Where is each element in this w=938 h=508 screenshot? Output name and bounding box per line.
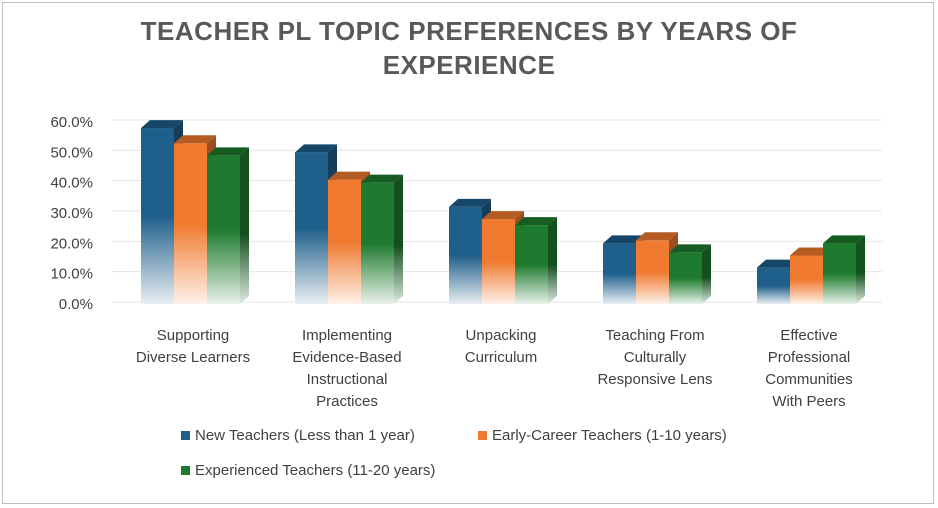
- bar-front: [207, 155, 240, 304]
- bar: [515, 217, 557, 304]
- bar-front: [757, 267, 790, 304]
- x-category-label: Teaching From Culturally Responsive Lens: [597, 327, 712, 388]
- x-category-label: Supporting Diverse Learners: [136, 327, 250, 366]
- x-category-label-line: Diverse Learners: [136, 349, 250, 366]
- x-category-label: Effective Professional Communities With Pee…: [765, 327, 853, 410]
- legend-item: Early-Career Teachers (1-10 years): [478, 427, 727, 444]
- bar-side: [702, 244, 711, 304]
- y-tick-label: 60.0%: [50, 114, 93, 131]
- legend-swatch: [181, 431, 190, 440]
- x-category-label-line: Supporting: [157, 327, 230, 344]
- chart-title: TEACHER PL TOPIC PREFERENCES BY YEARS OF…: [0, 14, 938, 82]
- bar: [669, 244, 711, 304]
- legend-label: Early-Career Teachers (1-10 years): [492, 427, 727, 444]
- bar-side: [548, 217, 557, 304]
- bar-top: [295, 144, 337, 153]
- bar-front: [669, 252, 702, 304]
- y-tick-label: 20.0%: [50, 235, 93, 252]
- x-category-label-line: With Peers: [772, 393, 845, 410]
- bar-side: [394, 174, 403, 304]
- bar-front: [603, 243, 636, 304]
- legend-swatch: [181, 466, 190, 475]
- x-category-label-line: Professional: [768, 349, 851, 366]
- x-category-label-line: Implementing: [302, 327, 392, 344]
- bar-side: [856, 235, 865, 304]
- x-category-label-line: Unpacking: [466, 327, 537, 344]
- bar-front: [482, 219, 515, 304]
- x-category-label-line: Teaching From: [605, 327, 704, 344]
- bar-side: [240, 147, 249, 304]
- bar-top: [603, 235, 645, 244]
- bar-front: [790, 255, 823, 304]
- x-category-label-line: Evidence-Based: [292, 349, 401, 366]
- bar-front: [141, 128, 174, 304]
- chart-title-line-2: EXPERIENCE: [382, 50, 556, 80]
- bar-top: [141, 120, 183, 129]
- bar-top: [207, 147, 249, 156]
- bar-top: [174, 135, 216, 144]
- chart-title-line-1: TEACHER PL TOPIC PREFERENCES BY YEARS OF: [140, 16, 798, 46]
- y-tick-label: 40.0%: [50, 175, 93, 192]
- bar-top: [669, 244, 711, 253]
- x-category-label-line: Responsive Lens: [597, 371, 712, 388]
- legend-swatch: [478, 431, 487, 440]
- bar: [207, 147, 249, 304]
- legend-label: Experienced Teachers (11-20 years): [195, 462, 436, 479]
- bar-top: [361, 174, 403, 183]
- y-tick-label: 50.0%: [50, 144, 93, 161]
- bars: [141, 120, 865, 304]
- bar-front: [823, 243, 856, 304]
- x-category-label: Implementing Evidence-Based Instructional P…: [292, 327, 401, 410]
- y-tick-label: 10.0%: [50, 266, 93, 283]
- bar-top: [449, 198, 491, 207]
- bar-front: [295, 152, 328, 304]
- x-category-label-line: Culturally: [624, 349, 687, 366]
- bar-top: [636, 232, 678, 241]
- y-tick-label: 30.0%: [50, 205, 93, 222]
- x-category-label-line: Communities: [765, 371, 853, 388]
- x-category-label-line: Instructional: [307, 371, 388, 388]
- bar-top: [823, 235, 865, 244]
- bar-front: [174, 143, 207, 304]
- bar-front: [636, 240, 669, 304]
- legend-item: New Teachers (Less than 1 year): [181, 427, 415, 444]
- bar-top: [790, 247, 832, 256]
- x-category-label-line: Practices: [316, 393, 378, 410]
- legend-label: New Teachers (Less than 1 year): [195, 427, 415, 444]
- x-axis: Supporting Diverse Learners Implementing Ev…: [136, 327, 853, 410]
- legend-item: Experienced Teachers (11-20 years): [181, 462, 435, 479]
- y-tick-label: 0.0%: [59, 296, 93, 313]
- bar-top: [515, 217, 557, 226]
- bar-front: [515, 225, 548, 304]
- x-category-label: Unpacking Curriculum: [465, 327, 538, 366]
- y-axis: 0.0% 10.0% 20.0% 30.0% 40.0% 50.0% 60.0%: [50, 114, 93, 313]
- bar-front: [449, 206, 482, 304]
- bar-top: [757, 259, 799, 268]
- bar: [361, 174, 403, 304]
- x-category-label-line: Curriculum: [465, 349, 538, 366]
- bar: [823, 235, 865, 304]
- bar: [757, 259, 799, 304]
- x-category-label-line: Effective: [780, 327, 837, 344]
- bar-top: [328, 171, 370, 180]
- bar-front: [328, 179, 361, 304]
- bar-front: [361, 182, 394, 304]
- bar-top: [482, 211, 524, 220]
